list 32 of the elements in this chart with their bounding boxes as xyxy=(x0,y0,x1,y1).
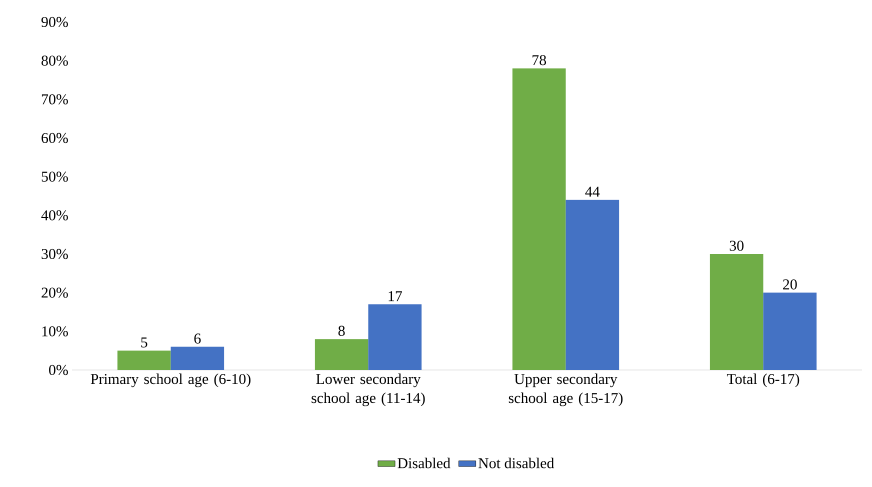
legend-label: Disabled xyxy=(398,458,450,468)
y-tick-label: 40% xyxy=(41,210,68,220)
data-label: 30 xyxy=(730,240,744,251)
y-tick-label: 30% xyxy=(42,248,68,260)
y-tick-label: 10% xyxy=(42,326,68,336)
bar xyxy=(314,339,368,370)
bar xyxy=(368,304,422,370)
data-label: 6 xyxy=(194,334,201,344)
data-label: 17 xyxy=(388,291,402,302)
y-tick-label: 60% xyxy=(42,132,68,144)
y-tick-label: 70% xyxy=(42,94,68,104)
bar xyxy=(566,200,620,370)
data-label: 44 xyxy=(585,186,600,197)
data-label: 20 xyxy=(783,279,797,290)
data-label: 8 xyxy=(338,326,345,336)
y-tick-label: 90% xyxy=(41,16,68,28)
y-tick-label: 0% xyxy=(49,364,68,376)
y-tick-label: 80% xyxy=(42,56,68,66)
x-tick-label: Upper secondary school age (15-17) xyxy=(508,374,623,406)
y-tick-label: 20% xyxy=(42,288,68,298)
legend-label: Not disabled xyxy=(478,458,554,468)
x-tick-label: Lower secondary school age (11-14) xyxy=(312,374,425,406)
y-tick-label: 50% xyxy=(42,172,68,182)
bar xyxy=(117,350,171,370)
bar xyxy=(170,346,224,370)
bar xyxy=(763,292,817,370)
data-label: 5 xyxy=(141,338,148,348)
x-tick-label: Total (6-17) xyxy=(726,374,800,388)
bar xyxy=(512,68,566,370)
data-label: 78 xyxy=(532,55,546,66)
x-tick-label: Primary school age (6-10) xyxy=(90,374,250,388)
bar xyxy=(710,254,764,370)
